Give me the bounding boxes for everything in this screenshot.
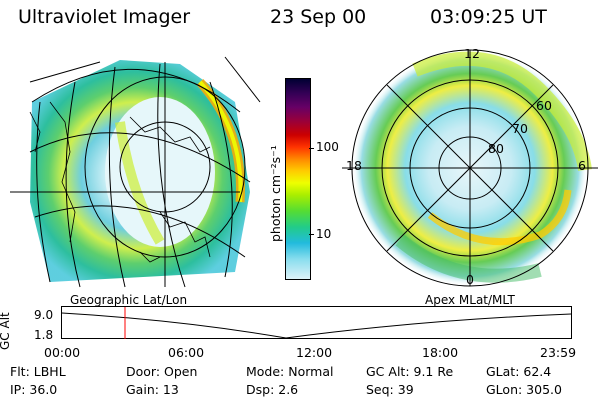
mlt-label-0: 0 bbox=[466, 272, 474, 287]
mlt-label-6: 6 bbox=[578, 158, 586, 173]
colorbar-title: photon cm⁻²s⁻¹ bbox=[268, 145, 283, 242]
time-label: 03:09:25 UT bbox=[430, 6, 547, 28]
lat-label-80: 80 bbox=[488, 141, 504, 156]
colorbar bbox=[285, 78, 311, 280]
colorbar-tick-10: 10 bbox=[316, 227, 332, 241]
timeline-ytick-9: 9.0 bbox=[34, 308, 54, 322]
status-glat: GLat: 62.4 bbox=[486, 364, 552, 379]
timeline-ytick-1.8: 1.8 bbox=[34, 328, 54, 342]
timeline-xtick-0600: 06:00 bbox=[168, 345, 205, 360]
timeline-ylabel: GC Alt bbox=[0, 312, 12, 350]
status-glon: GLon: 305.0 bbox=[486, 382, 562, 397]
status-seq: Seq: 39 bbox=[366, 382, 414, 397]
right-map-caption: Apex MLat/MLT bbox=[425, 293, 515, 307]
timeline-plot bbox=[61, 306, 572, 339]
status-gain: Gain: 13 bbox=[126, 382, 179, 397]
status-dsp: Dsp: 2.6 bbox=[246, 382, 299, 397]
status-mode: Mode: Normal bbox=[246, 364, 334, 379]
app-title: Ultraviolet Imager bbox=[18, 6, 191, 28]
status-door: Door: Open bbox=[126, 364, 198, 379]
lat-label-60: 60 bbox=[536, 98, 552, 113]
geographic-map bbox=[10, 56, 261, 288]
mlt-label-18: 18 bbox=[346, 158, 362, 173]
left-map-caption: Geographic Lat/Lon bbox=[70, 293, 188, 307]
colorbar-tick-100: 100 bbox=[316, 140, 339, 154]
timeline-xtick-1200: 12:00 bbox=[296, 345, 333, 360]
status-gc-alt: GC Alt: 9.1 Re bbox=[366, 364, 454, 379]
timeline-xtick-0000: 00:00 bbox=[44, 345, 81, 360]
mlt-label-12: 12 bbox=[464, 46, 480, 61]
date-label: 23 Sep 00 bbox=[270, 6, 367, 28]
status-ip: IP: 36.0 bbox=[10, 382, 58, 397]
timeline-xtick-1800: 18:00 bbox=[422, 345, 459, 360]
timeline-xtick-2359: 23:59 bbox=[540, 345, 577, 360]
polar-map bbox=[342, 49, 598, 287]
lat-label-70: 70 bbox=[512, 121, 528, 136]
status-filter: Flt: LBHL bbox=[10, 364, 66, 379]
